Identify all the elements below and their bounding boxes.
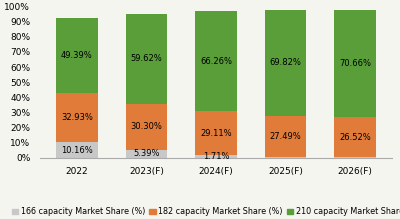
Bar [334,117,376,157]
Bar [334,11,376,117]
Text: 66.26%: 66.26% [200,57,232,65]
Bar [195,155,237,158]
Text: 1.71%: 1.71% [203,152,229,161]
Bar [265,116,306,157]
Text: 27.49%: 27.49% [270,132,302,141]
Text: 10.16%: 10.16% [61,145,93,154]
Text: 30.30%: 30.30% [130,122,162,131]
Bar [126,14,167,104]
Text: 26.52%: 26.52% [339,133,371,142]
Text: 69.82%: 69.82% [270,58,302,67]
Text: 49.39%: 49.39% [61,51,93,60]
Bar [265,10,306,116]
Bar [56,93,98,142]
Bar [56,18,98,93]
Bar [56,142,98,158]
Bar [126,150,167,158]
Bar [265,157,306,158]
Text: 70.66%: 70.66% [339,59,371,68]
Text: 5.39%: 5.39% [133,149,160,158]
Bar [126,104,167,150]
Text: 29.11%: 29.11% [200,129,232,138]
Bar [195,111,237,155]
Text: 59.62%: 59.62% [130,54,162,63]
Bar [195,11,237,111]
Bar [334,157,376,158]
Legend: 166 capacity Market Share (%), 182 capacity Market Share (%), 210 capacity Marke: 166 capacity Market Share (%), 182 capac… [9,204,400,219]
Text: 32.93%: 32.93% [61,113,93,122]
